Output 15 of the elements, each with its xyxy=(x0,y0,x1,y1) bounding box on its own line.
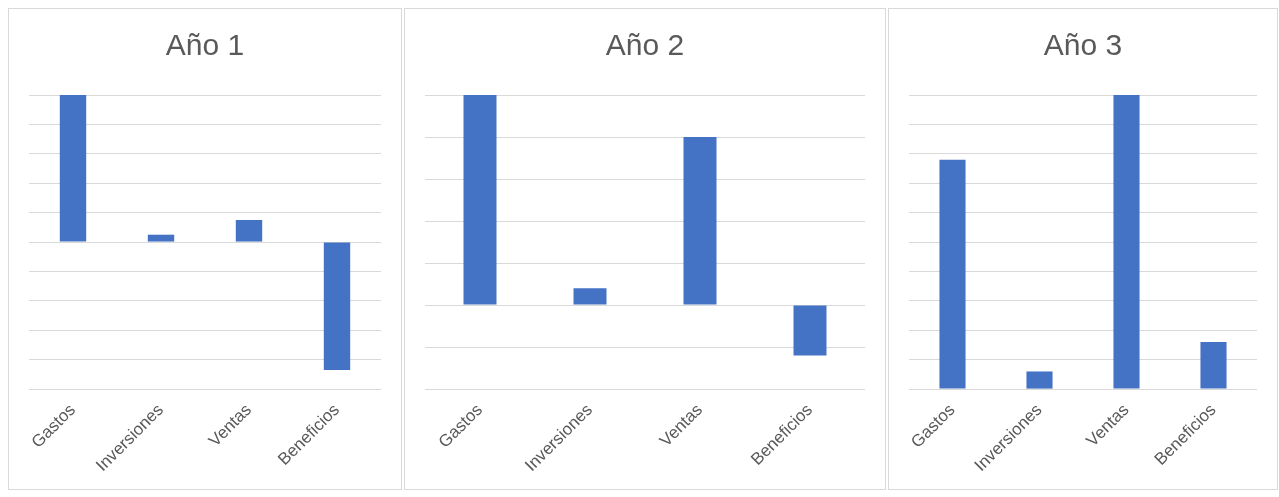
bar xyxy=(323,242,351,370)
bar xyxy=(147,234,175,242)
bar xyxy=(235,219,263,242)
bar xyxy=(683,137,717,305)
chart-title: Año 3 xyxy=(1043,28,1123,62)
bar xyxy=(1026,371,1053,389)
bar xyxy=(463,95,497,305)
bar xyxy=(59,95,87,242)
bar xyxy=(573,288,607,305)
chart-title: Año 2 xyxy=(605,28,685,62)
chart-title: Año 1 xyxy=(165,28,245,62)
bar xyxy=(793,305,827,356)
bar xyxy=(1113,95,1140,389)
bar xyxy=(1200,342,1227,389)
bar xyxy=(939,159,966,389)
